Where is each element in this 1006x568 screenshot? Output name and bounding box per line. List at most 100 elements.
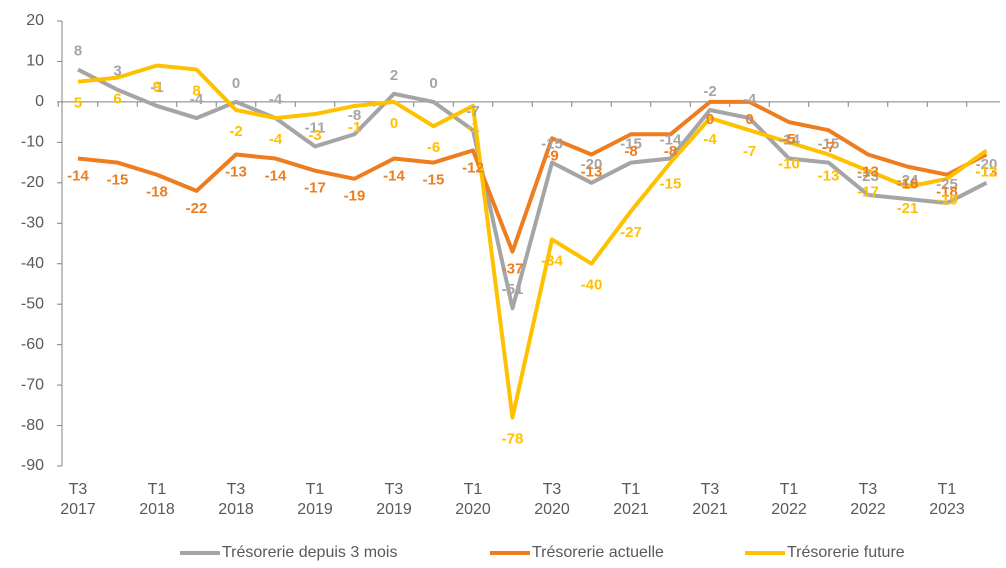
data-label: 9	[153, 78, 161, 95]
series-line	[77, 99, 988, 254]
data-label: -14	[660, 132, 682, 149]
data-label: -17	[857, 184, 879, 201]
data-label: -2	[229, 123, 242, 140]
data-label: 2	[390, 67, 398, 84]
x-tick-label: T1 2023	[929, 481, 965, 518]
x-tick-label: T3 2017	[60, 481, 96, 518]
data-label: 0	[429, 75, 437, 92]
data-label: -6	[427, 139, 440, 156]
data-label: -2	[703, 83, 716, 100]
data-label: -25	[936, 176, 958, 193]
data-label: -12	[462, 159, 484, 176]
data-label: -19	[936, 192, 958, 209]
x-tick-label: T1 2020	[455, 481, 491, 518]
data-label: -14	[265, 168, 287, 185]
data-label: 3	[113, 63, 121, 80]
legend-label: Trésorerie future	[787, 544, 905, 561]
x-tick-label: T3 2022	[850, 481, 886, 518]
x-tick-label: T1 2022	[771, 481, 807, 518]
data-label: -1	[150, 79, 163, 96]
y-tick-label: 10	[26, 53, 44, 70]
x-tick-label: T1 2021	[613, 481, 649, 518]
y-tick-label: -70	[21, 376, 44, 393]
data-label: -1	[348, 119, 361, 136]
data-label: -15	[423, 172, 445, 189]
data-label: -78	[502, 430, 524, 447]
data-label: -13	[857, 163, 879, 180]
legend-label: Trésorerie depuis 3 mois	[222, 544, 397, 561]
data-label: -37	[502, 261, 524, 278]
data-label: 6	[113, 91, 121, 108]
data-label: -14	[383, 168, 405, 185]
data-label: -8	[348, 107, 361, 124]
data-label: -11	[305, 119, 326, 136]
data-label: -15	[818, 136, 840, 153]
data-label: -20	[976, 156, 998, 173]
data-label: -14	[67, 168, 89, 185]
data-label: -18	[146, 184, 168, 201]
data-label: -4	[269, 131, 283, 148]
data-label: -5	[782, 131, 795, 148]
data-label: -7	[822, 139, 835, 156]
y-tick-label: -10	[21, 134, 44, 151]
y-tick-label: -60	[21, 336, 44, 353]
y-tick-label: -90	[21, 457, 44, 474]
data-label: 0	[232, 75, 240, 92]
x-tick-label: T1 2019	[297, 481, 333, 518]
y-tick-label: -80	[21, 417, 44, 434]
data-label: -12	[976, 163, 998, 180]
data-label: -24	[897, 172, 919, 189]
legend-label: Trésorerie actuelle	[532, 544, 664, 561]
data-label: -22	[186, 200, 208, 217]
data-label: -4	[190, 91, 204, 108]
y-tick-label: -40	[21, 255, 44, 272]
data-label: -51	[502, 281, 524, 298]
data-label: 0	[706, 111, 714, 128]
data-label: 8	[74, 43, 82, 60]
data-label: -14	[778, 132, 800, 149]
data-label: -23	[857, 168, 879, 185]
data-label: -1	[466, 119, 479, 136]
data-label: 0	[390, 115, 398, 132]
data-label: -7	[466, 103, 479, 120]
x-tick-label: T3 2021	[692, 481, 728, 518]
x-tick-label: T3 2020	[534, 481, 570, 518]
data-label: -13	[976, 163, 998, 180]
data-label: -4	[703, 131, 717, 148]
x-tick-label: T3 2018	[218, 481, 254, 518]
data-label: -15	[620, 136, 642, 153]
data-label: -4	[743, 91, 757, 108]
data-label: -8	[664, 143, 677, 160]
y-tick-label: 20	[26, 12, 44, 29]
y-tick-label: -50	[21, 295, 44, 312]
y-tick-label: 0	[35, 93, 44, 110]
x-tick-label: T1 2018	[139, 481, 175, 518]
data-label: -13	[581, 163, 603, 180]
series-line	[77, 63, 988, 420]
data-label: -18	[936, 184, 958, 201]
data-label: -27	[620, 224, 642, 241]
data-label: -19	[344, 188, 366, 205]
data-label: -13	[225, 163, 247, 180]
data-label: -13	[818, 167, 840, 184]
y-tick-label: -20	[21, 174, 44, 191]
data-label: -16	[897, 176, 919, 193]
data-label: -17	[304, 180, 326, 197]
data-label: 5	[74, 95, 82, 112]
data-label: -20	[581, 156, 603, 173]
y-tick-label: -30	[21, 214, 44, 231]
data-label: -4	[269, 91, 283, 108]
data-label: 8	[192, 83, 200, 100]
data-label: -21	[897, 200, 919, 217]
data-label: -34	[541, 252, 563, 269]
data-label: -8	[624, 143, 637, 160]
data-label: -40	[581, 277, 603, 294]
data-label: -15	[660, 176, 682, 193]
data-label: -7	[743, 143, 756, 160]
data-label: -10	[778, 155, 800, 172]
data-label: -9	[545, 147, 558, 164]
data-label: -3	[308, 127, 321, 144]
data-label: -15	[107, 172, 129, 189]
